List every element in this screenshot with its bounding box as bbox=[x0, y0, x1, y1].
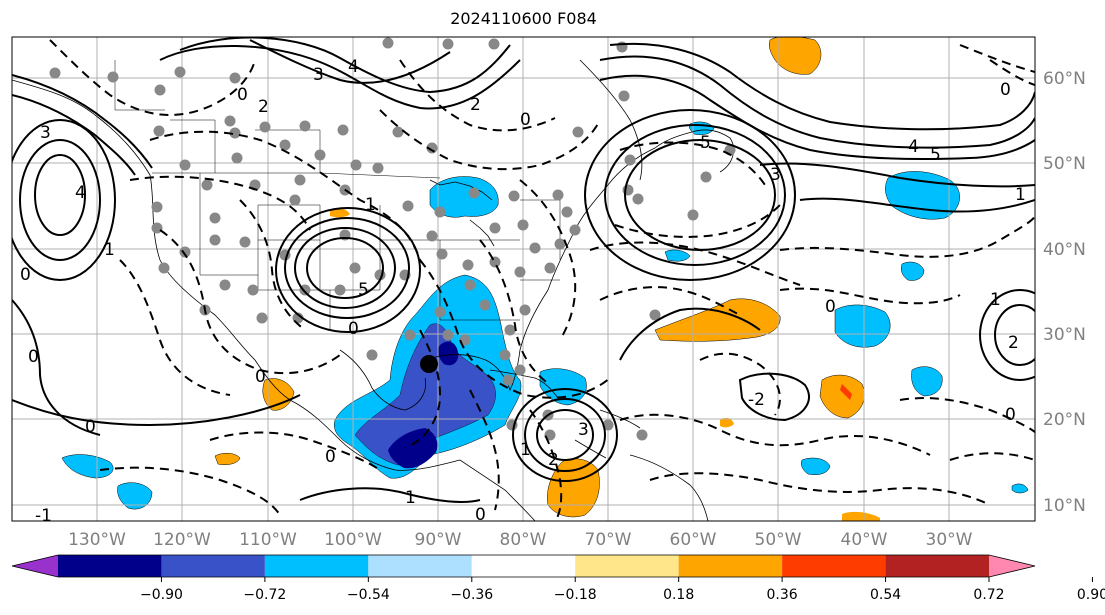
contour-label: 4 bbox=[908, 137, 919, 157]
atlantic-orange-patch-3 bbox=[742, 299, 758, 310]
contour-label: 2 bbox=[258, 97, 269, 117]
contour-label: 1 bbox=[104, 240, 115, 260]
atlantic-cyan-patch-7 bbox=[1011, 483, 1029, 494]
contour-label: 4 bbox=[348, 57, 359, 77]
lat-label: 10°N bbox=[1043, 496, 1086, 516]
great-plains-orange-patch bbox=[330, 207, 350, 218]
contour-label: 0 bbox=[1000, 80, 1011, 100]
pacific-orange-region bbox=[262, 378, 295, 411]
contour-label: 3 bbox=[40, 123, 51, 143]
lon-label: 40°W bbox=[841, 530, 888, 550]
lon-label: 130°W bbox=[68, 530, 126, 550]
storm-center-dot bbox=[420, 355, 438, 373]
contour-label: -2 bbox=[748, 390, 765, 410]
contour-label: 0 bbox=[520, 110, 531, 130]
contour-label: 1 bbox=[405, 488, 416, 508]
lon-label: 70°W bbox=[585, 530, 632, 550]
lat-label: 20°N bbox=[1043, 410, 1086, 430]
station-dots bbox=[49, 37, 736, 441]
contour-label: 0 bbox=[825, 297, 836, 317]
contour-label: 3 bbox=[578, 420, 589, 440]
contour-label: 1 bbox=[1015, 185, 1026, 205]
greenland-orange-region bbox=[768, 37, 822, 75]
solid-contours bbox=[12, 37, 1035, 503]
great-lakes-cyan-region bbox=[429, 176, 499, 218]
atlantic-orange-region-1 bbox=[654, 298, 781, 342]
lat-label: 50°N bbox=[1043, 154, 1086, 174]
latitude-labels: 60°N 50°N 40°N 30°N 20°N 10°N bbox=[1043, 69, 1086, 516]
contour-label: 0 bbox=[255, 367, 266, 387]
lon-label: 30°W bbox=[926, 530, 973, 550]
atlantic-orange-patch-2 bbox=[720, 417, 734, 428]
lon-label: 110°W bbox=[239, 530, 297, 550]
contour-label: 5 bbox=[930, 145, 941, 165]
pacific-cyan-patch-1 bbox=[61, 454, 114, 479]
contour-label: 3 bbox=[770, 165, 781, 185]
contour-label: 2 bbox=[470, 95, 481, 115]
map-frame bbox=[11, 36, 1036, 522]
contour-label: 3 bbox=[313, 65, 324, 85]
contour-label: 1 bbox=[365, 195, 376, 215]
atlantic-cyan-patch-4 bbox=[901, 261, 925, 281]
lon-label: 100°W bbox=[324, 530, 382, 550]
atlantic-cyan-patch-5 bbox=[801, 457, 831, 475]
atlantic-orange-region-2 bbox=[819, 374, 865, 419]
atlantic-cyan-patch-3 bbox=[911, 366, 943, 397]
lon-label: 80°W bbox=[500, 530, 547, 550]
contour-label: 0 bbox=[20, 265, 31, 285]
contour-label: 0 bbox=[475, 505, 486, 525]
contour-label: 0 bbox=[1005, 405, 1016, 425]
contour-label: 1 bbox=[990, 290, 1001, 310]
lon-label: 90°W bbox=[415, 530, 462, 550]
lon-label: 50°W bbox=[755, 530, 802, 550]
pacific-cyan-patch-2 bbox=[117, 482, 153, 510]
contour-label: 5 bbox=[358, 280, 369, 300]
contour-label: 0 bbox=[325, 447, 336, 467]
contour-label: 4 bbox=[75, 183, 86, 203]
atlantic-orange-patch bbox=[842, 511, 880, 521]
gulf-dark-blue-region-2 bbox=[437, 341, 459, 366]
atlantic-cyan-patch-6 bbox=[664, 249, 691, 262]
shaded-anomalies bbox=[61, 37, 1029, 521]
dashed-contours bbox=[49, 39, 1035, 521]
gulf-dark-blue-region bbox=[388, 428, 438, 469]
map-title: 2024110600 F084 bbox=[450, 9, 597, 28]
contour-labels: 0 2 3 4 2 0 4 3 0 0 0 1 5 1 0 0 1 1 2 3 … bbox=[20, 57, 1026, 526]
lon-label: 120°W bbox=[153, 530, 211, 550]
contour-label: -1 bbox=[35, 506, 52, 526]
contour-label: 0 bbox=[348, 319, 359, 339]
longitude-labels: 130°W 120°W 110°W 100°W 90°W 80°W 70°W 6… bbox=[68, 530, 973, 550]
atlantic-cyan-patch-2 bbox=[834, 304, 891, 348]
contour-label: 5 bbox=[700, 133, 711, 153]
lon-label: 60°W bbox=[670, 530, 717, 550]
contour-label: 2 bbox=[548, 450, 559, 470]
lat-label: 40°N bbox=[1043, 240, 1086, 260]
pacific-orange-patch bbox=[214, 453, 241, 465]
atlantic-red-streak bbox=[840, 384, 852, 400]
contour-label: 1 bbox=[520, 440, 531, 460]
contour-label: 2 bbox=[1008, 333, 1019, 353]
lat-label: 60°N bbox=[1043, 69, 1086, 89]
contour-label: 0 bbox=[237, 85, 248, 105]
contour-label: 0 bbox=[85, 417, 96, 437]
contour-label: 0 bbox=[28, 347, 39, 367]
lat-label: 30°N bbox=[1043, 325, 1086, 345]
